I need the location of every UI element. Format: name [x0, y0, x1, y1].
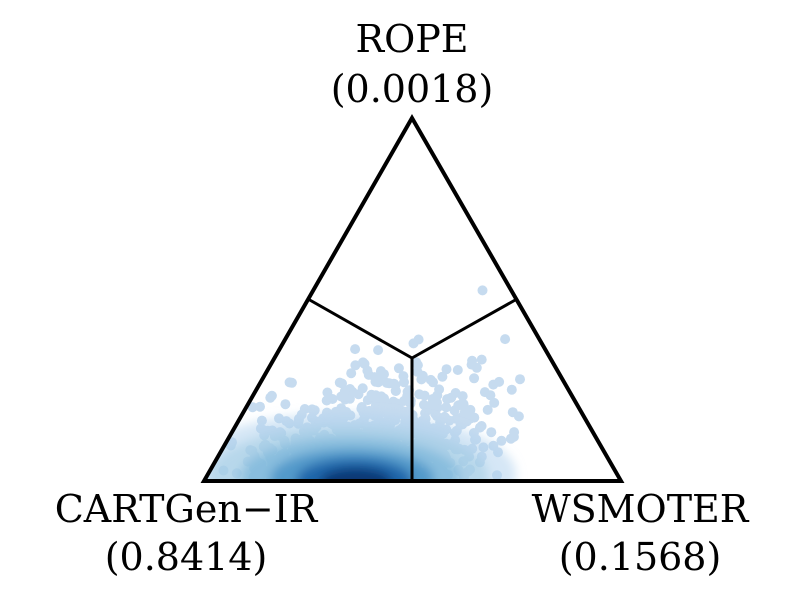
- density-point: [515, 374, 525, 385]
- density-point: [309, 405, 320, 416]
- density-point: [450, 388, 461, 398]
- density-point: [280, 399, 291, 410]
- density-point: [477, 285, 488, 296]
- density-point: [444, 415, 455, 426]
- density-point: [390, 385, 401, 396]
- density-point: [482, 404, 493, 415]
- density-point: [474, 422, 485, 433]
- vertex-name-cartgen: CARTGen−IR: [55, 487, 319, 531]
- density-point: [442, 394, 453, 405]
- density-point: [437, 371, 448, 382]
- density-point: [508, 431, 519, 442]
- density-point: [393, 363, 404, 374]
- density-point: [452, 365, 463, 375]
- density-point: [284, 377, 295, 388]
- density-point: [454, 400, 465, 411]
- density-point: [391, 398, 402, 409]
- density-point: [247, 402, 258, 413]
- density-point: [346, 368, 357, 379]
- region-boundaries: [307, 297, 518, 481]
- density-point: [428, 377, 438, 388]
- density-point: [441, 364, 452, 375]
- density-contours: [204, 412, 517, 481]
- density-point: [373, 374, 384, 385]
- density-point: [428, 404, 439, 415]
- density-point: [469, 373, 480, 384]
- vertex-label-top: ROPE (0.0018): [331, 17, 494, 111]
- density-point: [471, 362, 482, 373]
- vertex-prob-wsmoter: (0.1568): [559, 535, 722, 579]
- density-point: [427, 394, 438, 404]
- density-point: [379, 393, 389, 404]
- density-point: [469, 412, 480, 423]
- density-point: [506, 384, 517, 395]
- density-point: [402, 386, 413, 397]
- density-point: [327, 394, 338, 404]
- density-point: [419, 390, 430, 401]
- density-point: [476, 354, 487, 365]
- vertex-label-left: CARTGen−IR (0.8414): [55, 487, 319, 579]
- density-contour-level: [320, 468, 393, 481]
- density-point: [467, 355, 478, 366]
- density-point: [457, 419, 468, 430]
- density-point: [434, 384, 445, 395]
- density-point: [375, 366, 386, 377]
- density-point: [496, 435, 507, 446]
- density-point: [299, 404, 310, 414]
- density-point: [479, 387, 490, 398]
- density-point: [339, 386, 350, 397]
- density-point: [350, 360, 361, 371]
- density-point: [500, 334, 511, 345]
- density-point: [398, 371, 409, 382]
- density-point: [265, 392, 276, 403]
- vertex-label-right: WSMOTER (0.1568): [532, 487, 750, 579]
- density-point: [381, 377, 392, 388]
- density-point: [408, 338, 419, 349]
- density-point: [507, 407, 518, 418]
- density-point: [334, 377, 345, 388]
- density-point: [417, 370, 428, 381]
- density-point: [488, 379, 499, 390]
- density-point: [373, 345, 384, 356]
- density-point: [358, 357, 368, 368]
- vertex-name-wsmoter: WSMOTER: [532, 487, 750, 531]
- boundary-rope-left: [307, 297, 413, 360]
- density-point: [336, 403, 347, 414]
- density-point: [350, 344, 361, 355]
- density-point: [363, 369, 374, 380]
- density-point: [255, 401, 265, 412]
- vertex-prob-cartgen: (0.8414): [105, 535, 268, 579]
- vertex-prob-rope: (0.0018): [331, 67, 494, 111]
- density-point: [412, 360, 423, 371]
- density-point: [486, 427, 497, 438]
- density-point: [441, 402, 452, 413]
- simplex-triangle: [200, 113, 625, 483]
- density-point: [489, 397, 500, 408]
- density-point: [357, 383, 368, 394]
- vertex-name-rope: ROPE: [355, 17, 468, 61]
- boundary-rope-right: [411, 297, 518, 360]
- density-point: [356, 403, 367, 413]
